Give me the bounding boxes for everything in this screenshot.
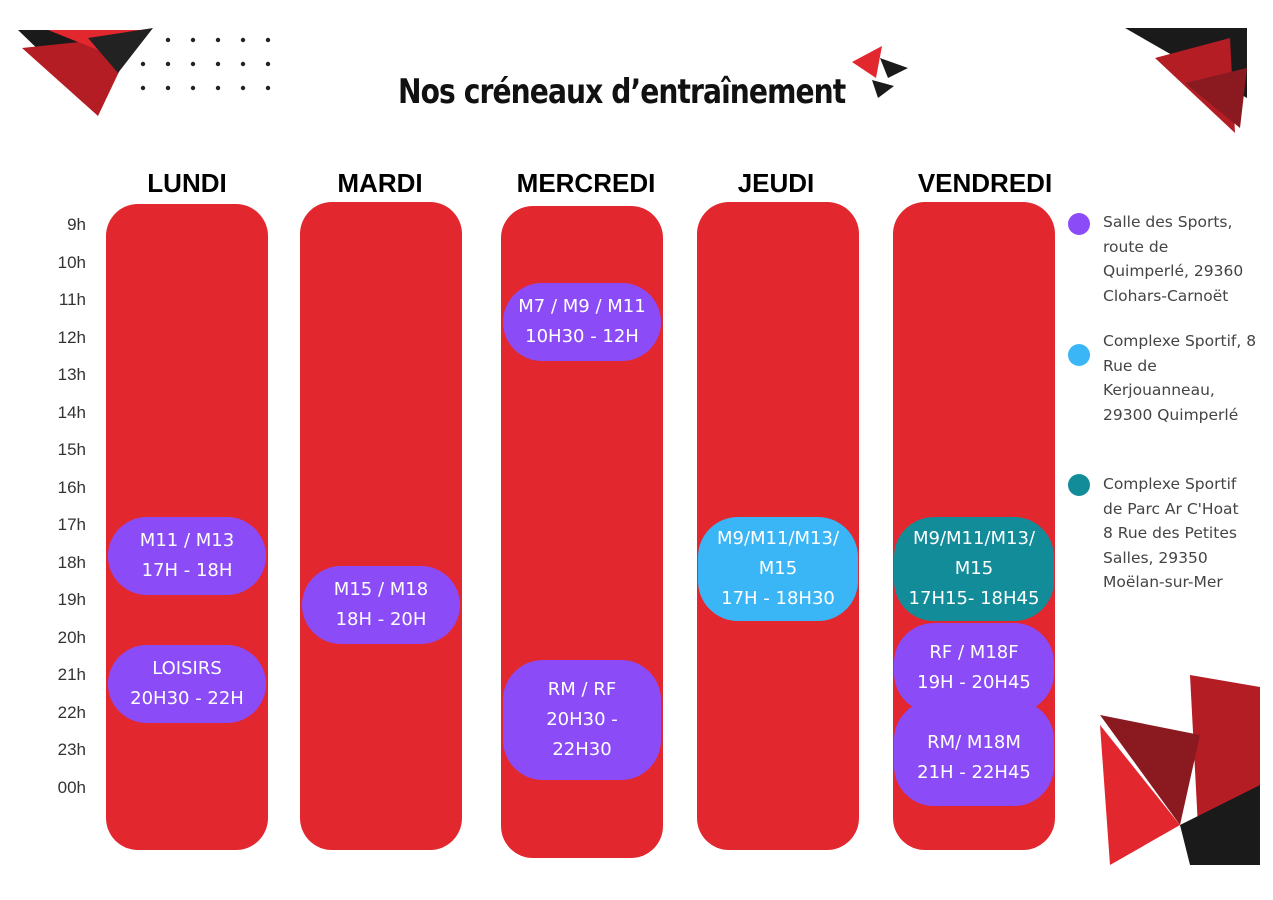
slot-groups: RM / RF <box>547 679 617 700</box>
decorative-triangles-bottom-right <box>1100 675 1260 865</box>
slot-vendredi-m9-m15: M9/M11/M13/ M15 17H15- 18H45 <box>894 517 1054 621</box>
hour-label: 00h <box>57 778 86 797</box>
hour-label: 21h <box>57 665 86 684</box>
slot-groups: M9/M11/M13/ <box>716 528 840 549</box>
day-header-vendredi: VENDREDI <box>917 168 1053 198</box>
slot-groups: M9/M11/M13/ <box>912 528 1036 549</box>
decorative-triangles-top-left <box>18 28 271 116</box>
hour-label: 16h <box>57 478 86 497</box>
day-header-lundi: LUNDI <box>147 168 227 198</box>
day-column-mardi <box>300 202 462 850</box>
slot-time: 17H15- 18H45 <box>908 588 1040 609</box>
slot-lundi-loisirs: LOISIRS 20H30 - 22H <box>108 645 266 723</box>
hour-label: 9h <box>67 215 86 234</box>
title-logo-triangles <box>852 46 908 98</box>
slot-time: 20H30 - 22H <box>130 688 244 709</box>
hour-label: 23h <box>57 740 86 759</box>
hour-label: 22h <box>57 703 86 722</box>
slot-groups: LOISIRS <box>152 658 222 679</box>
hour-label: 17h <box>57 515 86 534</box>
slot-groups: M15 <box>954 558 994 579</box>
slot-vendredi-rm-m18m: RM/ M18M 21H - 22H45 <box>894 700 1054 806</box>
page-title: Nos créneaux d’entraînement <box>398 72 846 112</box>
slot-groups: M11 / M13 <box>139 530 235 551</box>
legend-text-complexe-parc-ar-choat: Complexe Sportif de Parc Ar C'Hoat 8 Rue… <box>1103 475 1239 591</box>
slot-groups: M7 / M9 / M11 <box>518 296 646 317</box>
slot-time: 10H30 - 12H <box>525 326 639 347</box>
day-header-jeudi: JEUDI <box>737 168 815 198</box>
hour-label: 14h <box>57 403 86 422</box>
decorative-triangles-top-right <box>1125 28 1247 133</box>
legend-text-salle-des-sports: Salle des Sports, route de Quimperlé, 29… <box>1103 213 1244 305</box>
hour-label: 20h <box>57 628 86 647</box>
slot-groups: RM/ M18M <box>927 732 1021 753</box>
legend-text-complexe-kerjouanneau: Complexe Sportif, 8 Rue de Kerjouanneau,… <box>1103 332 1257 424</box>
slot-vendredi-rf-m18f: RF / M18F 19H - 20H45 <box>894 623 1054 713</box>
slot-jeudi-m9-m15: M9/M11/M13/ M15 17H - 18H30 <box>698 517 858 621</box>
hour-label: 10h <box>57 253 86 272</box>
slot-groups: M15 / M18 <box>333 579 429 600</box>
slot-mercredi-rm-rf: RM / RF 20H30 - 22H30 <box>503 660 661 780</box>
hour-label: 13h <box>57 365 86 384</box>
legend-dot-teal <box>1068 474 1090 496</box>
slot-groups: M15 <box>758 558 798 579</box>
slot-mercredi-m7-m9-m11: M7 / M9 / M11 10H30 - 12H <box>503 283 661 361</box>
slot-mardi-m15-m18: M15 / M18 18H - 20H <box>302 566 460 644</box>
slot-time: 19H - 20H45 <box>917 672 1031 693</box>
legend-dot-lightblue <box>1068 344 1090 366</box>
day-header-mercredi: MERCREDI <box>516 168 656 198</box>
slot-time: 20H30 - <box>546 709 618 730</box>
slot-time: 21H - 22H45 <box>917 762 1031 783</box>
slot-time: 18H - 20H <box>335 609 427 630</box>
legend-dot-purple <box>1068 213 1090 235</box>
hour-label: 19h <box>57 590 86 609</box>
hour-label: 18h <box>57 553 86 572</box>
slot-groups: RF / M18F <box>929 642 1019 663</box>
slot-time: 17H - 18H30 <box>721 588 835 609</box>
hour-label: 15h <box>57 440 86 459</box>
hour-label: 12h <box>57 328 86 347</box>
day-header-mardi: MARDI <box>337 168 423 198</box>
slot-time: 17H - 18H <box>141 560 233 581</box>
slot-lundi-m11-m13: M11 / M13 17H - 18H <box>108 517 266 595</box>
hour-label: 11h <box>58 290 86 309</box>
slot-time: 22H30 <box>552 739 612 760</box>
